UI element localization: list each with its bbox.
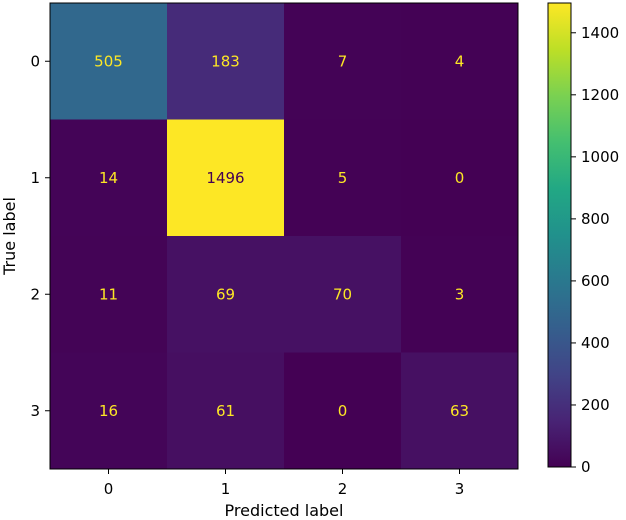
colorbar-tick-label: 400 — [581, 334, 610, 352]
y-axis-label: True label — [0, 197, 19, 276]
heatmap-cell — [284, 3, 402, 120]
x-tick-label: 3 — [455, 480, 465, 498]
colorbar-tick-label: 1400 — [581, 24, 619, 42]
y-tick-label: 1 — [30, 169, 40, 187]
heatmap-cell — [401, 236, 519, 353]
colorbar-ticks: 0 200 400 600 800 1000 1200 1400 — [571, 24, 619, 476]
y-tick-label: 3 — [30, 402, 40, 420]
heatmap-cell — [167, 119, 285, 237]
x-tick-label: 0 — [104, 480, 114, 498]
heatmap-cell — [167, 236, 285, 353]
cell-value-label: 69 — [216, 285, 235, 303]
y-tick-label: 2 — [30, 285, 40, 303]
cell-value-label: 5 — [338, 169, 348, 187]
cell-value-label: 63 — [450, 402, 469, 420]
heatmap-cell — [50, 236, 168, 353]
heatmap-cell — [401, 3, 519, 120]
heatmap-cell — [401, 352, 519, 470]
cell-value-label: 3 — [455, 285, 465, 303]
cell-value-label: 16 — [99, 402, 118, 420]
colorbar-tick-label: 1200 — [581, 86, 619, 104]
heatmap-cell — [284, 236, 402, 353]
x-axis-label: Predicted label — [225, 501, 344, 520]
colorbar-tick-label: 800 — [581, 210, 610, 228]
colorbar-tick-label: 1000 — [581, 148, 619, 166]
x-axis-ticks: 0 1 2 3 — [104, 469, 465, 498]
colorbar — [547, 2, 572, 468]
cell-value-label: 70 — [333, 285, 352, 303]
cell-value-label: 7 — [338, 52, 348, 70]
colorbar-tick-label: 0 — [581, 458, 591, 476]
heatmap-cell — [401, 119, 519, 237]
plot-frame — [49, 2, 519, 470]
cell-value-label: 11 — [99, 285, 118, 303]
cell-value-label: 0 — [455, 169, 465, 187]
colorbar-tick-label: 200 — [581, 396, 610, 414]
heatmap-cells — [50, 3, 519, 470]
cell-value-label: 0 — [338, 402, 348, 420]
y-tick-label: 0 — [30, 52, 40, 70]
x-tick-label: 2 — [338, 480, 348, 498]
heatmap-cell — [284, 119, 402, 237]
cell-value-label: 505 — [94, 52, 123, 70]
heatmap-cell — [167, 3, 285, 120]
y-axis-ticks: 0 1 2 3 — [30, 52, 50, 420]
cell-value-labels: 505 183 7 4 14 1496 5 0 11 69 70 3 16 61 0 63 — [94, 52, 469, 420]
cell-value-label: 183 — [211, 52, 240, 70]
heatmap-cell — [167, 352, 285, 470]
heatmap-cell — [50, 352, 168, 470]
heatmap-cell — [284, 352, 402, 470]
heatmap-cell — [50, 119, 168, 237]
cell-value-label: 1496 — [206, 169, 244, 187]
heatmap-cell — [50, 3, 168, 120]
cell-value-label: 61 — [216, 402, 235, 420]
colorbar-tick-label: 600 — [581, 272, 610, 290]
cell-value-label: 14 — [99, 169, 118, 187]
cell-value-label: 4 — [455, 52, 465, 70]
x-tick-label: 1 — [221, 480, 231, 498]
